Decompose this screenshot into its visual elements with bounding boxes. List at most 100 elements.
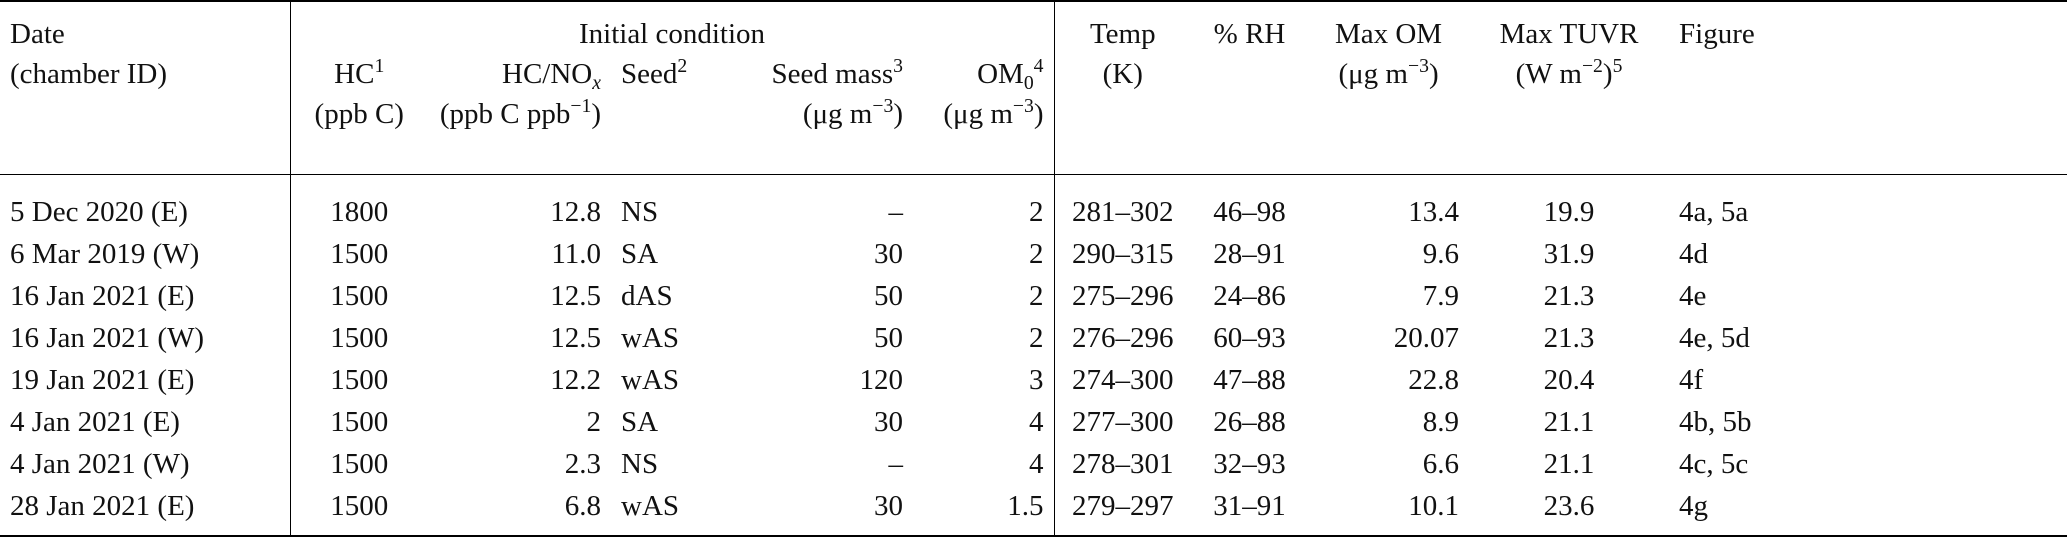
cell-hc: 1500: [289, 401, 428, 443]
cell-temp: 278–301: [1053, 443, 1192, 485]
cell-figure: 4b, 5b: [1679, 406, 1752, 438]
cell-date: 16 Jan 2021 (W): [10, 322, 205, 354]
cell-figure: 4c, 5c: [1679, 448, 1749, 480]
cell-hc-nox: 11.0: [551, 238, 601, 270]
header-chamber-id: (chamber ID): [10, 58, 167, 90]
cell-max-om: 6.6: [1422, 448, 1460, 480]
footnote-3-marker: 3: [893, 55, 903, 78]
cell-temp: 276–296: [1053, 317, 1192, 359]
header-max-om-unit: (μg m−3): [1338, 55, 1439, 90]
cell-date: 4 Jan 2021 (W): [10, 448, 190, 480]
header-seed-mass: Seed mass3 (μg m−3): [771, 55, 903, 130]
header-om0: OM04 (μg m−3): [943, 55, 1044, 130]
header-temp: Temp: [1053, 0, 1192, 54]
cell-date: 4 Jan 2021 (E): [10, 406, 180, 438]
cell-hc: 1500: [289, 359, 428, 401]
footnote-1-marker: 1: [374, 55, 385, 78]
cell-date: 19 Jan 2021 (E): [10, 364, 195, 396]
cell-hc-nox: 12.2: [550, 364, 601, 396]
cell-max-om: 22.8: [1408, 364, 1460, 396]
cell-max-om: 10.1: [1308, 485, 1470, 537]
cell-om0: 2: [913, 174, 1055, 233]
cell-figure: 4g: [1669, 485, 2067, 537]
header-hc: HC1 (ppb C): [289, 54, 428, 175]
cell-om0: 4: [1029, 448, 1044, 480]
cell-seed: SA: [621, 238, 659, 270]
cell-max-om: 20.07: [1393, 322, 1460, 354]
cell-temp: 275–296: [1053, 275, 1192, 317]
cell-seed: wAS: [621, 364, 680, 396]
cell-temp: 279–297: [1053, 485, 1192, 537]
cell-seed-mass: 30: [874, 238, 903, 270]
cell-rh: 24–86: [1213, 280, 1286, 312]
header-figure: Figure: [1669, 0, 2067, 54]
cell-hc: 1500: [289, 485, 428, 537]
cell-hc-nox: 2.3: [564, 448, 601, 480]
cell-hc-nox: 2: [586, 406, 602, 438]
cell-seed-mass: 50: [874, 280, 903, 312]
header-date: Date: [0, 0, 290, 54]
cell-temp: 281–302: [1053, 174, 1192, 233]
table-row: 16 Jan 2021 (W) 1500 12.5 wAS 50 2 276–296 60–9…: [0, 317, 2067, 359]
header-row-sub: (chamber ID) HC1 (ppb C) HC/NOx (ppb C p…: [0, 54, 2067, 175]
cell-date: 28 Jan 2021 (E): [0, 485, 290, 537]
table-row: 4 Jan 2021 (E) 1500 2 SA 30 4 277–300 26–88 8.9 2…: [0, 401, 2067, 443]
cell-date: 16 Jan 2021 (E): [10, 280, 195, 312]
table-header: Date Initial condition Temp % RH Max OM …: [0, 0, 2067, 175]
cell-rh: 28–91: [1213, 238, 1286, 270]
cell-seed: SA: [621, 406, 659, 438]
cell-max-tuvr: 19.9: [1469, 174, 1670, 233]
footnote-5-marker: 5: [1612, 55, 1623, 78]
table-row: 19 Jan 2021 (E) 1500 12.2 wAS 120 3 274–300 47–…: [0, 359, 2067, 401]
footnote-4-marker: 4: [1033, 55, 1044, 78]
cell-temp: 290–315: [1053, 233, 1192, 275]
cell-seed: dAS: [621, 280, 673, 312]
cell-max-tuvr: 23.6: [1469, 485, 1670, 537]
table-body: 5 Dec 2020 (E) 1800 12.8 NS –2 281–302 46–98 13…: [0, 174, 2067, 537]
table-row: 5 Dec 2020 (E) 1800 12.8 NS –2 281–302 46–98 13…: [0, 174, 2067, 233]
cell-seed-mass: 120: [859, 364, 904, 396]
cell-hc-nox: 12.5: [550, 280, 601, 312]
cell-max-tuvr: 21.3: [1543, 322, 1595, 354]
cell-rh: 26–88: [1213, 406, 1286, 438]
cell-om0: 2: [1029, 238, 1044, 270]
cell-om0: 1.5: [913, 485, 1055, 537]
cell-om0: 4: [1029, 406, 1044, 438]
cell-seed-mass: 30: [874, 406, 903, 438]
header-temp-unit: (K): [1053, 54, 1192, 175]
cell-max-om: 9.6: [1422, 238, 1460, 270]
cell-figure: 4e, 5d: [1679, 322, 1750, 354]
cell-max-om: 7.9: [1422, 280, 1460, 312]
cell-om0: 2: [1029, 322, 1044, 354]
footnote-2-marker: 2: [677, 55, 688, 78]
cell-rh: 32–93: [1213, 448, 1286, 480]
table-row: 16 Jan 2021 (E) 1500 12.5 dAS 50 2 275–296 24–8…: [0, 275, 2067, 317]
cell-hc: 1500: [289, 275, 428, 317]
header-initial-condition: Initial condition: [289, 0, 1055, 54]
header-hc-nox: HC/NOx (ppb C ppb−1): [439, 58, 601, 130]
header-rh: % RH: [1191, 0, 1309, 54]
cell-rh: 31–91: [1191, 485, 1309, 537]
cell-figure: 4d: [1679, 238, 1709, 270]
cell-figure: 4e: [1679, 280, 1707, 312]
header-rh-unit: [1191, 54, 1308, 175]
cell-rh: 46–98: [1191, 174, 1309, 233]
cell-om0: 2: [1029, 280, 1044, 312]
cell-hc: 1800: [289, 174, 428, 233]
header-figure-unit: [1669, 54, 2067, 175]
header-max-tuvr: Max TUVR: [1469, 0, 1670, 54]
cell-hc-nox: 12.8: [428, 174, 611, 233]
cell-temp: 277–300: [1053, 401, 1192, 443]
cell-rh: 60–93: [1213, 322, 1286, 354]
table-row: 28 Jan 2021 (E) 1500 6.8 wAS 30 1.5 279–297 31–…: [0, 485, 2067, 537]
cell-max-tuvr: 21.1: [1543, 448, 1595, 480]
cell-date: 5 Dec 2020 (E): [0, 174, 290, 233]
cell-max-om: 8.9: [1422, 406, 1460, 438]
cell-max-om: 13.4: [1308, 174, 1470, 233]
cell-seed: NS: [611, 174, 728, 233]
cell-om0: 3: [1029, 364, 1044, 396]
cell-hc-nox: 12.5: [550, 322, 601, 354]
cell-hc-nox: 6.8: [428, 485, 611, 537]
